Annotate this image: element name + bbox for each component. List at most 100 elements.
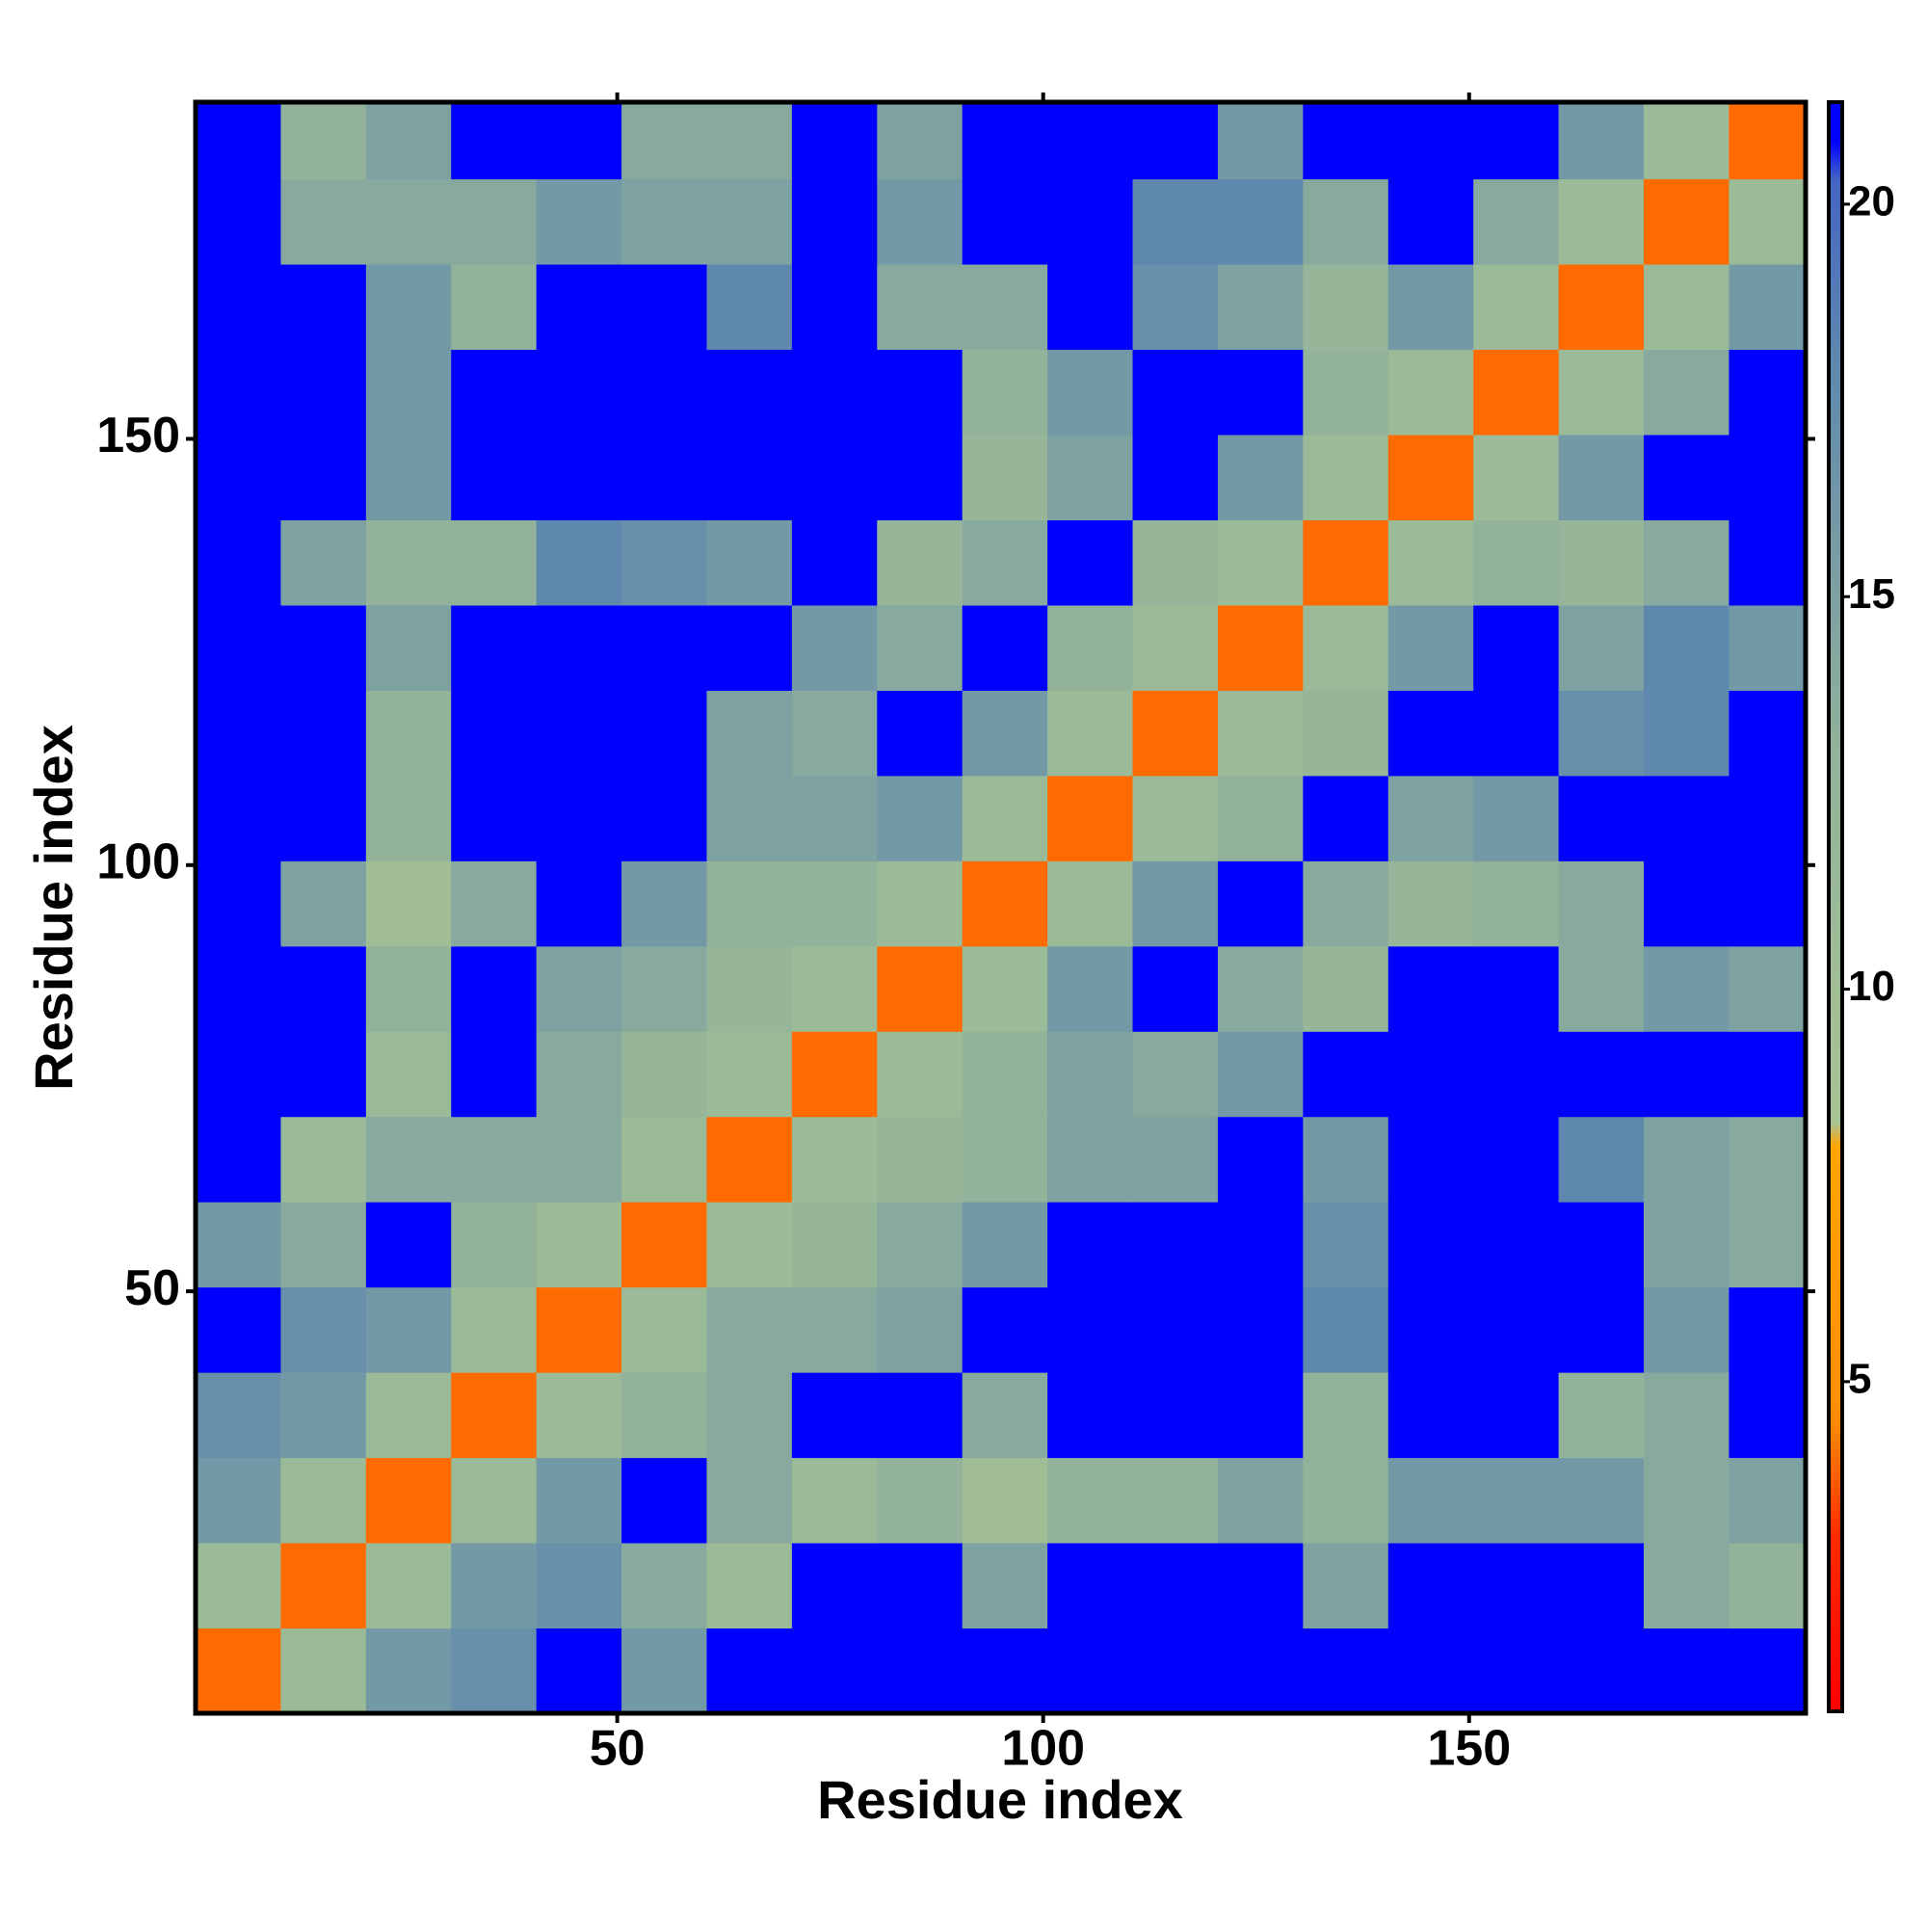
heatmap-cell — [1644, 945, 1729, 1032]
heatmap-cell — [1729, 775, 1807, 861]
heatmap-cell — [196, 1543, 281, 1629]
heatmap-cell — [706, 945, 793, 1032]
heatmap-cell — [1558, 775, 1645, 861]
heatmap-cell — [1387, 1286, 1474, 1373]
heatmap-cell — [280, 775, 367, 861]
heatmap-cell — [1132, 604, 1219, 691]
heatmap-cell — [877, 1116, 964, 1203]
heatmap-cell — [536, 1286, 622, 1373]
heatmap-cell — [621, 1286, 707, 1373]
heatmap-cell — [451, 519, 538, 606]
heatmap-cell — [1132, 519, 1219, 606]
heatmap-cell — [791, 1286, 878, 1373]
heatmap-cell — [962, 775, 1048, 861]
heatmap-cell — [1644, 1372, 1729, 1459]
heatmap-cell — [706, 1628, 793, 1714]
heatmap-cell — [1729, 1202, 1807, 1288]
heatmap-cell — [196, 1628, 281, 1714]
heatmap-cell — [1303, 102, 1389, 180]
heatmap-cell — [1303, 1031, 1389, 1118]
heatmap-cell — [196, 519, 281, 606]
heatmap-cell — [621, 1372, 707, 1459]
heatmap-cell — [1132, 178, 1219, 265]
heatmap-cell — [451, 860, 538, 947]
heatmap-cell — [1387, 519, 1474, 606]
heatmap-cell — [451, 604, 538, 691]
heatmap-cell — [621, 349, 707, 436]
heatmap-cell — [365, 102, 452, 180]
heatmap-cell — [1473, 860, 1560, 947]
heatmap-cell — [365, 1457, 452, 1544]
heatmap-cell — [1217, 435, 1304, 520]
heatmap-cell — [451, 1457, 538, 1544]
heatmap-cell — [877, 1202, 964, 1288]
heatmap-cell — [365, 690, 452, 777]
x-axis-title: Residue index — [817, 1769, 1183, 1830]
heatmap-cell — [451, 1202, 538, 1288]
heatmap-cell — [877, 102, 964, 180]
heatmap-cell — [1729, 690, 1807, 777]
heatmap-cell — [1217, 102, 1304, 180]
heatmap-cell — [706, 1116, 793, 1203]
heatmap-cell — [451, 1628, 538, 1714]
x-tick-label: 50 — [590, 1721, 646, 1777]
heatmap-cell — [365, 264, 452, 351]
heatmap-cell — [1644, 1628, 1729, 1714]
heatmap-cell — [1217, 1628, 1304, 1714]
heatmap-cell — [962, 690, 1048, 777]
heatmap-cell — [791, 690, 878, 777]
heatmap-cell — [1132, 264, 1219, 351]
heatmap-cell — [1217, 1372, 1304, 1459]
heatmap-cell — [196, 1202, 281, 1288]
heatmap-cell — [536, 690, 622, 777]
heatmap-cell — [1217, 519, 1304, 606]
heatmap-cell — [706, 102, 793, 180]
heatmap-cell — [1729, 604, 1807, 691]
heatmap-cell — [877, 1457, 964, 1544]
heatmap-cell — [1387, 1457, 1474, 1544]
heatmap-cell — [1644, 1286, 1729, 1373]
heatmap-cell — [621, 1116, 707, 1203]
heatmap-cell — [196, 690, 281, 777]
heatmap-cell — [1132, 1286, 1219, 1373]
heatmap-cell — [1729, 1286, 1807, 1373]
heatmap-cell — [1047, 178, 1134, 265]
heatmap-cell — [451, 1116, 538, 1203]
heatmap-cell — [706, 1286, 793, 1373]
heatmap-cell — [962, 860, 1048, 947]
heatmap-cell — [365, 435, 452, 520]
heatmap-cell — [196, 102, 281, 180]
heatmap-cell — [1132, 1372, 1219, 1459]
heatmap-cell — [962, 349, 1048, 436]
heatmap-cell — [1473, 349, 1560, 436]
heatmap-cell — [962, 945, 1048, 1032]
heatmap-cell — [1558, 349, 1645, 436]
heatmap-cell — [1558, 102, 1645, 180]
heatmap-cell — [1644, 519, 1729, 606]
heatmap-cell — [1558, 1116, 1645, 1203]
heatmap-cell — [621, 1031, 707, 1118]
heatmap-cell — [791, 604, 878, 691]
heatmap-cell — [280, 1286, 367, 1373]
heatmap-cell — [196, 264, 281, 351]
heatmap-cell — [621, 860, 707, 947]
heatmap-cell — [1729, 435, 1807, 520]
heatmap-cell — [1729, 1116, 1807, 1203]
heatmap-cell — [1047, 690, 1134, 777]
heatmap-cell — [365, 1628, 452, 1714]
heatmap-cell — [791, 1202, 878, 1288]
heatmap-cell — [1303, 264, 1389, 351]
heatmap-cell — [1217, 1202, 1304, 1288]
heatmap-cell — [877, 860, 964, 947]
heatmap-cell — [365, 1202, 452, 1288]
heatmap-cell — [451, 102, 538, 180]
heatmap-cell — [962, 178, 1048, 265]
heatmap-cell — [1217, 1457, 1304, 1544]
heatmap-cell — [280, 1372, 367, 1459]
heatmap-cell — [1473, 1031, 1560, 1118]
heatmap-cell — [196, 775, 281, 861]
heatmap-cell — [791, 102, 878, 180]
heatmap-cell — [365, 178, 452, 265]
heatmap-cell — [791, 860, 878, 947]
